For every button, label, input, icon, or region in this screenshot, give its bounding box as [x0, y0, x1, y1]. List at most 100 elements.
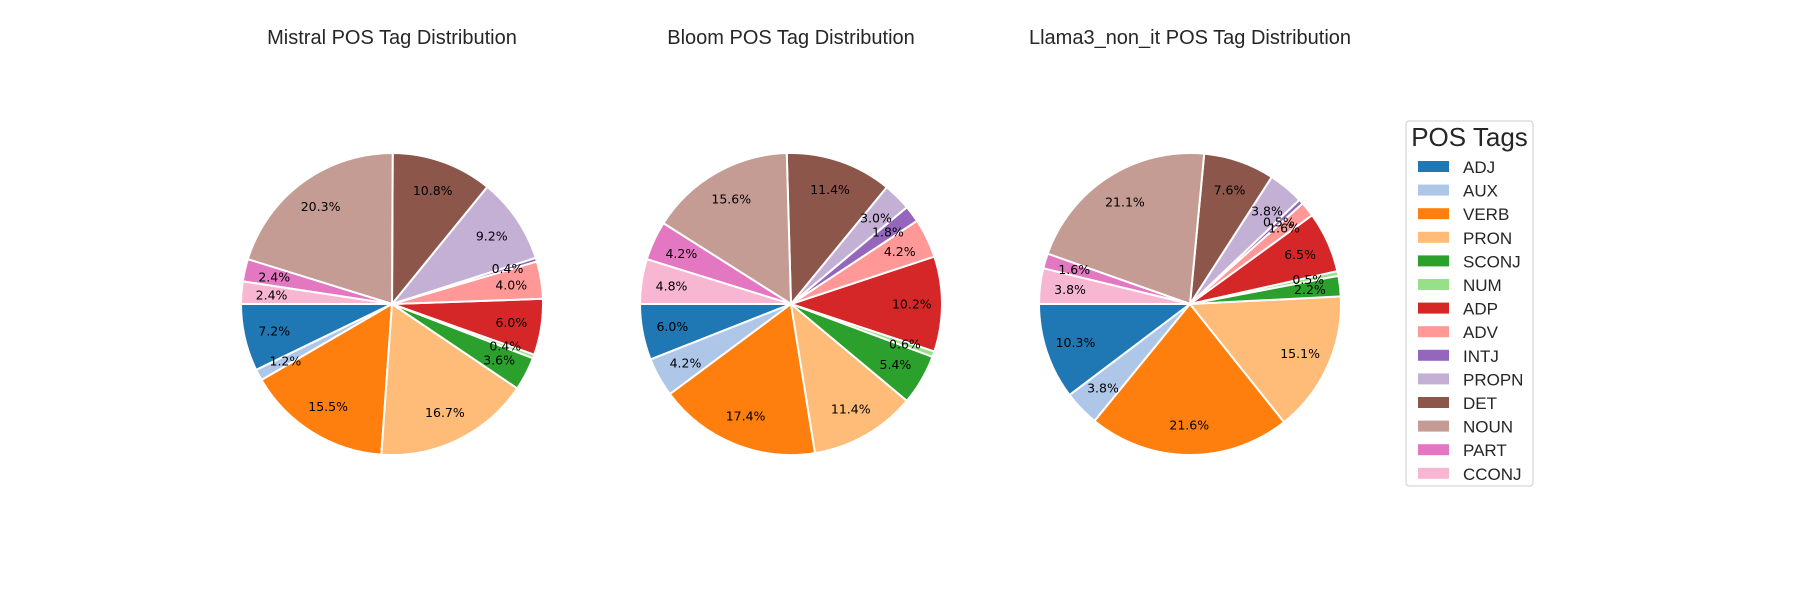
- slice-label-intj: 0.4%: [492, 261, 524, 276]
- slice-label-noun: 20.3%: [301, 199, 341, 214]
- legend-item-aux: AUX: [1418, 182, 1498, 201]
- slice-label-det: 11.4%: [810, 182, 850, 197]
- slice-label-adv: 4.2%: [884, 244, 916, 259]
- slice-label-verb: 15.5%: [308, 399, 348, 414]
- chart-title: Mistral POS Tag Distribution: [267, 27, 517, 49]
- legend-swatch-adp: [1418, 302, 1449, 314]
- slice-label-part: 4.2%: [665, 246, 697, 261]
- slice-label-adv: 1.6%: [1268, 221, 1300, 236]
- pie-slice-noun: [662, 152, 792, 305]
- slice-label-sconj: 2.2%: [1294, 282, 1326, 297]
- pie-slice-det: [785, 152, 888, 305]
- legend-label-part: PART: [1463, 441, 1507, 460]
- legend-swatch-intj: [1418, 349, 1449, 361]
- pie-chart-bloom: Bloom POS Tag Distribution 6.0% 4.2% 17.4% 1…: [639, 27, 943, 456]
- legend-title: POS Tags: [1411, 122, 1528, 152]
- slice-label-adv: 4.0%: [495, 277, 527, 292]
- legend-swatch-noun: [1418, 420, 1449, 432]
- chart-title: Llama3_non_it POS Tag Distribution: [1029, 27, 1351, 49]
- legend-item-propn: PROPN: [1418, 370, 1523, 389]
- pie-slice-cconj: [639, 258, 792, 305]
- pie-chart-mistral: Mistral POS Tag Distribution 7.2% 1.2% 15.5…: [240, 27, 544, 456]
- slice-label-adp: 6.5%: [1284, 247, 1316, 262]
- legend-swatch-cconj: [1418, 467, 1449, 479]
- slice-label-num: 0.5%: [1292, 272, 1324, 287]
- slice-label-adp: 6.0%: [495, 315, 527, 330]
- slice-label-pron: 16.7%: [425, 405, 465, 420]
- legend-label-propn: PROPN: [1463, 370, 1523, 389]
- pie-slice-verb: [668, 303, 817, 456]
- pie-slice-noun: [1046, 152, 1206, 305]
- legend-label-aux: AUX: [1463, 182, 1498, 201]
- slice-label-intj: 1.8%: [872, 224, 904, 239]
- pie-slice-pron: [1189, 295, 1342, 424]
- legend-swatch-part: [1418, 444, 1449, 456]
- slice-label-adj: 10.3%: [1056, 335, 1096, 350]
- legend-swatch-verb: [1418, 208, 1449, 220]
- legend-item-sconj: SCONJ: [1418, 252, 1521, 271]
- pie-slice-cconj: [240, 280, 393, 305]
- legend-item-cconj: CCONJ: [1418, 465, 1522, 484]
- slice-label-propn: 9.2%: [476, 228, 508, 243]
- pie-slice-pron: [790, 303, 908, 455]
- legend: POS Tags ADJ AUX VERB PRON SCONJ NUM ADP ADV INT…: [1405, 120, 1534, 487]
- slice-label-aux: 3.8%: [1087, 380, 1119, 395]
- slice-label-adj: 6.0%: [656, 319, 688, 334]
- legend-label-adj: ADJ: [1463, 158, 1495, 177]
- legend-item-adv: ADV: [1418, 323, 1499, 342]
- legend-item-part: PART: [1418, 441, 1507, 460]
- slice-label-cconj: 4.8%: [656, 278, 688, 293]
- slice-label-part: 2.4%: [258, 269, 290, 284]
- legend-label-verb: VERB: [1463, 205, 1509, 224]
- pie-slice-adp: [790, 255, 943, 353]
- legend-swatch-adj: [1418, 161, 1449, 172]
- legend-item-intj: INTJ: [1418, 347, 1499, 366]
- legend-swatch-det: [1418, 397, 1449, 408]
- legend-label-det: DET: [1463, 394, 1497, 413]
- legend-swatch-adv: [1418, 326, 1449, 338]
- slice-label-verb: 17.4%: [726, 408, 766, 423]
- pie-slice-det: [391, 152, 489, 305]
- pie-slice-propn: [391, 185, 537, 305]
- legend-item-adp: ADP: [1418, 300, 1498, 319]
- chart-title: Bloom POS Tag Distribution: [667, 27, 915, 49]
- slice-label-aux: 4.2%: [670, 355, 702, 370]
- slice-label-noun: 15.6%: [711, 192, 751, 207]
- slice-label-propn: 3.8%: [1251, 203, 1283, 218]
- slice-label-pron: 15.1%: [1280, 346, 1320, 361]
- legend-label-cconj: CCONJ: [1463, 465, 1522, 484]
- slice-label-adp: 10.2%: [892, 297, 932, 312]
- legend-swatch-propn: [1418, 373, 1449, 385]
- legend-label-pron: PRON: [1463, 229, 1512, 248]
- legend-swatch-num: [1418, 279, 1449, 290]
- legend-items: ADJ AUX VERB PRON SCONJ NUM ADP ADV INTJ PROPN DET…: [1418, 158, 1523, 484]
- pie-slice-verb: [1093, 303, 1286, 456]
- slice-label-num: 0.6%: [889, 337, 921, 352]
- slice-label-part: 1.6%: [1058, 262, 1090, 277]
- legend-item-noun: NOUN: [1418, 418, 1513, 437]
- slice-label-det: 10.8%: [413, 183, 453, 198]
- slice-label-pron: 11.4%: [831, 401, 871, 416]
- legend-label-noun: NOUN: [1463, 418, 1513, 437]
- pie-slice-cconj: [1038, 267, 1191, 305]
- legend-label-adp: ADP: [1463, 300, 1498, 319]
- legend-item-adj: ADJ: [1418, 158, 1495, 177]
- slice-label-sconj: 3.6%: [483, 352, 515, 367]
- slice-label-verb: 21.6%: [1169, 417, 1209, 432]
- legend-swatch-aux: [1418, 184, 1449, 196]
- slice-label-num: 0.4%: [489, 338, 521, 353]
- legend-item-num: NUM: [1418, 276, 1502, 295]
- legend-swatch-pron: [1418, 231, 1449, 243]
- pie-chart-llama3-non-it: Llama3_non_it POS Tag Distribution 10.3% 3…: [1029, 27, 1351, 456]
- slice-label-sconj: 5.4%: [880, 357, 912, 372]
- legend-label-intj: INTJ: [1463, 347, 1499, 366]
- pie-charts-group: Mistral POS Tag Distribution 7.2% 1.2% 15.5…: [240, 27, 1351, 456]
- slice-label-noun: 21.1%: [1105, 195, 1145, 210]
- slice-label-aux: 1.2%: [270, 353, 302, 368]
- legend-item-pron: PRON: [1418, 229, 1512, 248]
- slice-label-cconj: 2.4%: [256, 287, 288, 302]
- legend-item-det: DET: [1418, 394, 1497, 413]
- pie-slice-adj: [1038, 303, 1191, 397]
- slice-label-cconj: 3.8%: [1054, 282, 1086, 297]
